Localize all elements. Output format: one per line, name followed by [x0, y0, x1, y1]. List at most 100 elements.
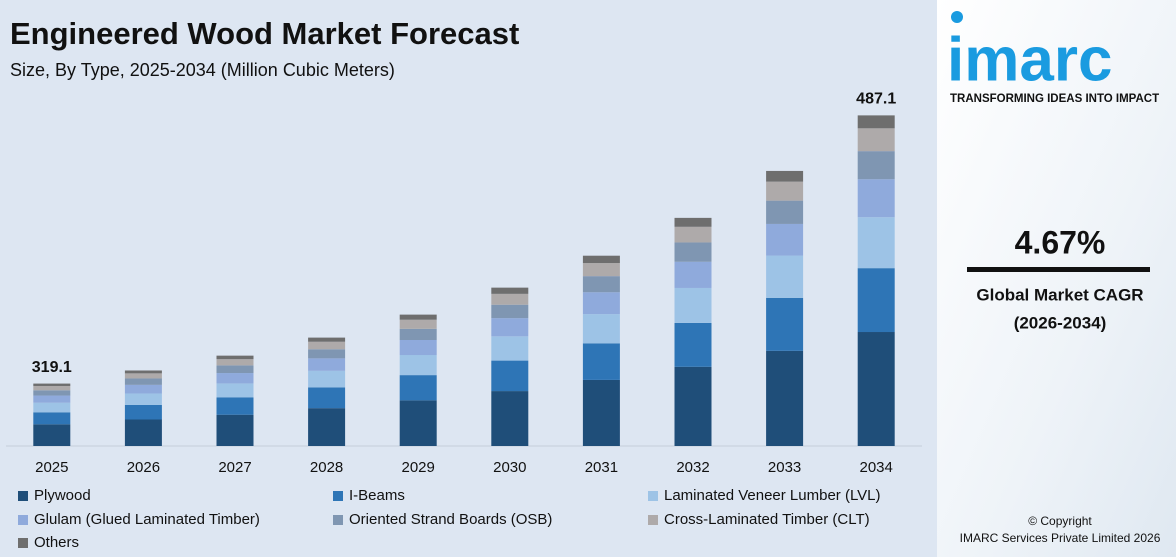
x-tick-label: 2034: [860, 459, 893, 476]
bar-segment: [216, 365, 254, 374]
legend-label: Oriented Strand Boards (OSB): [349, 511, 552, 528]
legend-label: Cross-Laminated Timber (CLT): [664, 511, 870, 528]
copyright: © Copyright: [1028, 514, 1092, 528]
bar-segment: [124, 378, 162, 385]
x-tick-label: 2028: [310, 459, 343, 476]
bar-segment: [399, 314, 437, 320]
bar-segment: [582, 343, 620, 380]
bar-segment: [216, 397, 254, 415]
x-tick-label: 2029: [402, 459, 435, 476]
bar-segment: [491, 318, 529, 337]
bar-segment: [766, 223, 804, 256]
bar-segment: [124, 393, 162, 405]
cagr-label: Global Market CAGR: [976, 285, 1143, 304]
company: IMARC Services Private Limited 2026: [960, 531, 1161, 545]
bar-segment: [582, 263, 620, 277]
bar-segment: [491, 336, 529, 361]
bar-segment: [491, 293, 529, 305]
bar-segment: [857, 217, 895, 269]
bar-segment: [491, 304, 529, 319]
chart-title: Engineered Wood Market Forecast: [10, 16, 519, 51]
bar-segment: [766, 350, 804, 446]
bar-segment: [124, 370, 162, 374]
bar-segment: [857, 128, 895, 152]
bar-segment: [766, 170, 804, 182]
cagr-rule: [967, 267, 1150, 272]
legend-swatch: [648, 515, 658, 525]
x-tick-label: 2033: [768, 459, 801, 476]
bar-segment: [491, 360, 529, 392]
bar-segment: [399, 400, 437, 446]
bar-segment: [857, 332, 895, 446]
bar-segment: [766, 200, 804, 224]
legend-swatch: [648, 491, 658, 501]
bar-segment: [857, 115, 895, 129]
bar-segment: [491, 287, 529, 294]
bar-segment: [582, 292, 620, 315]
bar-segment: [216, 359, 254, 366]
bar-segment: [33, 385, 71, 391]
bar-segment: [399, 375, 437, 401]
bar-segment: [857, 151, 895, 180]
bar-segment: [33, 424, 71, 446]
bar-segment: [857, 268, 895, 333]
bar-segment: [33, 390, 71, 396]
legend-swatch: [333, 491, 343, 501]
bar-segment: [674, 242, 712, 262]
x-tick-label: 2025: [35, 459, 68, 476]
bar-segment: [399, 339, 437, 356]
bar-segment: [674, 217, 712, 227]
bar-segment: [308, 337, 346, 342]
logo-dot: [951, 11, 963, 23]
bar-segment: [399, 355, 437, 376]
bar-segment: [766, 297, 804, 351]
bar-segment: [857, 179, 895, 218]
legend-swatch: [18, 491, 28, 501]
bar-segment: [124, 419, 162, 446]
legend-label: Laminated Veneer Lumber (LVL): [664, 487, 881, 504]
bar-segment: [308, 370, 346, 388]
bar-segment: [674, 226, 712, 243]
legend-swatch: [18, 515, 28, 525]
bar-segment: [124, 384, 162, 394]
bar-segment: [766, 181, 804, 201]
bar-segment: [766, 255, 804, 298]
legend-swatch: [18, 538, 28, 548]
bar-segment: [216, 373, 254, 384]
bar-segment: [33, 383, 71, 386]
bar-segment: [582, 379, 620, 446]
bar-segment: [308, 408, 346, 446]
legend-swatch: [333, 515, 343, 525]
bar-segment: [124, 404, 162, 420]
legend-label: I-Beams: [349, 487, 405, 504]
bar-segment: [674, 287, 712, 323]
bar-segment: [674, 261, 712, 288]
x-tick-label: 2032: [676, 459, 709, 476]
cagr-value: 4.67%: [1015, 224, 1106, 260]
bar-segment: [216, 383, 254, 398]
total-label: 319.1: [32, 359, 72, 376]
bar-segment: [674, 322, 712, 367]
bar-segment: [216, 355, 254, 360]
bar-segment: [308, 349, 346, 359]
cagr-period: (2026-2034): [1014, 313, 1107, 332]
bar-segment: [582, 314, 620, 344]
bar-segment: [33, 402, 71, 413]
bar-segment: [308, 341, 346, 350]
bar-segment: [216, 414, 254, 446]
x-tick-label: 2031: [585, 459, 618, 476]
bar-segment: [124, 373, 162, 379]
bar-segment: [33, 412, 71, 425]
bar-segment: [674, 366, 712, 446]
bar-segment: [399, 328, 437, 340]
bar-segment: [582, 276, 620, 293]
chart-subtitle: Size, By Type, 2025-2034 (Million Cubic …: [10, 60, 395, 80]
bar-segment: [582, 255, 620, 264]
legend-label: Glulam (Glued Laminated Timber): [34, 511, 260, 528]
logo: imarc: [947, 25, 1112, 94]
x-tick-label: 2026: [127, 459, 160, 476]
bar-segment: [308, 387, 346, 409]
bar-segment: [33, 395, 71, 403]
